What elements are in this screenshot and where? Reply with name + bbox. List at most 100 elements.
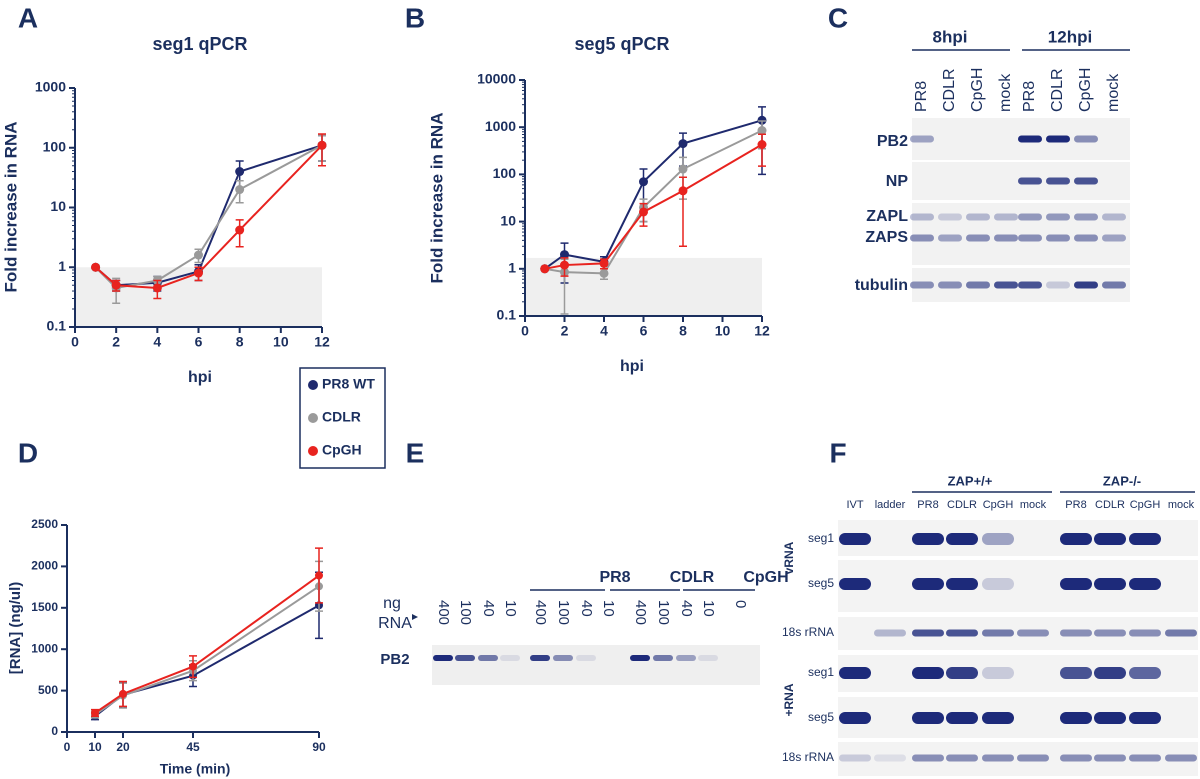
row-label: ZAPS [865,229,908,246]
x-axis-label: hpi [188,369,212,386]
blot-band [912,667,944,679]
blot-band [1074,281,1098,289]
y-tick-label: 10 [500,212,516,228]
panel-label: A [18,2,38,33]
legend-label: PR8 WT [322,376,375,392]
blot-strip [912,203,1130,265]
blot-band [938,281,962,289]
group-label: 12hpi [1048,27,1092,46]
data-point [152,283,162,293]
y-tick-label: 1000 [485,118,516,134]
data-point [235,225,245,235]
amount-label: RNA [378,615,412,632]
y-tick-label: 10000 [477,71,516,87]
blot-band [912,533,944,545]
series-line [544,119,763,270]
x-tick-label: 6 [640,323,648,339]
x-tick-label: 0 [64,740,71,754]
data-point [119,689,127,698]
x-tick-label: 6 [195,334,203,350]
y-tick-label: 1000 [35,79,66,95]
blot-band [966,234,990,242]
blot-band [1094,754,1126,762]
x-tick-label: 8 [679,323,687,339]
y-tick-label: 1 [58,258,66,274]
blot-band [910,281,934,289]
blot-band [1094,533,1126,545]
data-point [189,662,197,671]
lane-label: PR8 [913,81,930,112]
lane-label: 10 [600,600,617,617]
blot-band [1165,754,1197,762]
x-tick-label: 0 [71,334,79,350]
blot-band [946,667,978,679]
blot-band [839,533,871,545]
series-line [94,144,323,290]
blot-band [1074,177,1098,185]
lane-label: PR8 [1065,499,1086,511]
blot-band [994,234,1018,242]
lane-label: 40 [678,600,695,617]
group-label: CDLR [670,569,715,586]
lane-label: mock [1020,499,1047,511]
group-label: CpGH [743,569,788,586]
lane-label: 10 [700,600,717,617]
lane-label: PR8 [1021,81,1038,112]
blot-band [1018,177,1042,185]
blot-band [1046,177,1070,185]
x-tick-label: 4 [600,323,608,339]
lane-label: CDLR [1049,68,1066,112]
lane-label: 400 [632,600,649,625]
series-line [94,144,323,289]
y-tick-label: 2500 [31,517,58,531]
lane-label: 0 [732,600,749,608]
x-tick-label: 10 [273,334,289,350]
blot-band [630,655,650,661]
y-axis-label: [RNA] (ng/ul) [7,582,24,674]
blot-band [1060,712,1092,724]
x-tick-label: 12 [754,323,770,339]
blot-band [912,578,944,590]
blot-band [1046,234,1070,242]
blot-band [1102,234,1126,242]
pointer [412,614,418,620]
blot-band [839,712,871,724]
chart-title: seg1 qPCR [152,34,247,54]
blot-band [433,655,453,661]
blot-band [982,578,1014,590]
blot-band [839,667,871,679]
blot-band [946,578,978,590]
blot-band [982,533,1014,545]
lane-label: CDLR [941,68,958,112]
section-label: +RNA [782,683,796,716]
error-bar [318,133,326,167]
x-tick-label: 4 [153,334,161,350]
blot-band [1094,629,1126,637]
lane-label: mock [1168,499,1195,511]
row-label: 18s rRNA [782,750,834,764]
blot-band [839,578,871,590]
y-tick-label: 100 [493,165,517,181]
blot-band [698,655,718,661]
group-label: PR8 [599,569,630,586]
data-point [111,280,121,290]
row-label: seg5 [808,710,834,724]
lane-label: 100 [457,600,474,625]
data-point [317,140,327,150]
y-tick-label: 0 [51,724,58,738]
blot-band [1165,629,1197,637]
data-point [560,260,569,270]
data-point [315,571,323,580]
data-point [235,167,245,177]
blot-band [874,754,906,762]
x-tick-label: 2 [561,323,569,339]
lane-label: 10 [502,600,519,617]
blot-band [1102,281,1126,289]
lane-label: CpGH [969,68,986,112]
blot-band [994,281,1018,289]
data-point [678,139,688,149]
blot-band [982,712,1014,724]
lane-label: CpGH [1077,68,1094,112]
series-line [94,574,320,714]
y-axis-label: Fold increase in RNA [427,113,446,284]
